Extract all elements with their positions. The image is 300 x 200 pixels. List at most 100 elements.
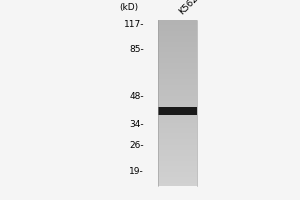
Bar — [158, 80, 196, 81]
Bar — [158, 39, 196, 40]
Bar — [158, 103, 196, 104]
Bar — [158, 121, 196, 122]
Bar — [158, 154, 196, 155]
Bar — [158, 151, 196, 152]
Bar — [158, 56, 196, 57]
Bar — [158, 146, 196, 147]
Bar — [158, 71, 196, 72]
Bar — [158, 36, 196, 37]
Bar — [158, 21, 196, 22]
Bar — [158, 113, 196, 114]
Bar — [158, 134, 196, 135]
Bar — [158, 75, 196, 76]
Bar — [158, 138, 196, 139]
Bar — [158, 77, 196, 78]
Bar — [158, 156, 196, 157]
Bar — [158, 179, 196, 180]
Bar — [158, 128, 196, 129]
Bar — [158, 169, 196, 170]
Bar — [158, 48, 196, 49]
Bar — [158, 152, 196, 153]
Bar — [158, 54, 196, 55]
Bar — [158, 46, 196, 47]
Bar — [158, 38, 196, 39]
Bar — [158, 172, 196, 173]
Bar — [158, 61, 196, 62]
Bar — [158, 60, 196, 61]
Bar — [158, 124, 196, 125]
Bar — [158, 69, 196, 70]
Bar — [158, 73, 196, 74]
Bar — [158, 40, 196, 41]
Bar — [158, 174, 196, 175]
Bar — [158, 90, 196, 91]
Bar — [158, 83, 196, 84]
Bar — [158, 136, 196, 137]
Bar — [158, 62, 196, 63]
Bar — [158, 22, 196, 23]
Bar — [158, 120, 196, 121]
Bar — [158, 20, 196, 21]
Bar — [158, 23, 196, 24]
Bar — [158, 35, 196, 36]
Bar — [158, 65, 196, 66]
Bar — [158, 108, 196, 109]
Bar — [158, 140, 196, 141]
Bar — [158, 101, 196, 102]
Bar — [158, 117, 196, 118]
Bar — [158, 82, 196, 83]
Bar — [158, 116, 196, 117]
Bar — [158, 171, 196, 172]
Text: 19-: 19- — [129, 167, 144, 176]
Bar — [158, 132, 196, 133]
Bar — [158, 42, 196, 43]
Bar — [158, 115, 196, 116]
Bar — [158, 122, 196, 123]
Bar — [158, 50, 196, 51]
Bar — [158, 149, 196, 150]
Bar — [158, 34, 196, 35]
Bar — [158, 162, 196, 163]
Bar — [158, 145, 196, 146]
Bar — [158, 155, 196, 156]
Bar — [158, 55, 196, 56]
Bar — [158, 102, 196, 103]
Bar — [158, 97, 196, 98]
Bar — [158, 161, 196, 162]
Bar — [158, 58, 196, 59]
Bar — [158, 157, 196, 158]
Bar — [158, 183, 196, 184]
Bar — [158, 159, 196, 160]
Bar — [158, 99, 196, 100]
Bar — [158, 142, 196, 143]
Bar — [158, 141, 196, 142]
Bar — [158, 130, 196, 131]
Bar — [158, 41, 196, 42]
Bar — [158, 178, 196, 179]
Bar — [158, 166, 196, 167]
Bar — [158, 164, 196, 165]
Bar — [158, 175, 196, 176]
Bar — [158, 104, 196, 105]
Text: (kD): (kD) — [119, 3, 138, 12]
Text: 85-: 85- — [129, 45, 144, 54]
Bar — [158, 30, 196, 31]
Bar — [158, 118, 196, 119]
Bar — [158, 28, 196, 29]
Bar — [158, 63, 196, 64]
Bar — [158, 125, 196, 126]
Bar — [158, 96, 196, 97]
Bar — [158, 33, 196, 34]
Text: 117-: 117- — [124, 20, 144, 29]
Bar — [158, 168, 196, 169]
Bar — [158, 114, 196, 115]
Bar — [158, 68, 196, 69]
Text: 48-: 48- — [129, 92, 144, 101]
Bar — [158, 53, 196, 54]
Bar — [158, 47, 196, 48]
Bar — [158, 43, 196, 44]
Bar — [158, 86, 196, 87]
Bar — [158, 182, 196, 183]
Bar — [158, 131, 196, 132]
Bar — [158, 94, 196, 95]
